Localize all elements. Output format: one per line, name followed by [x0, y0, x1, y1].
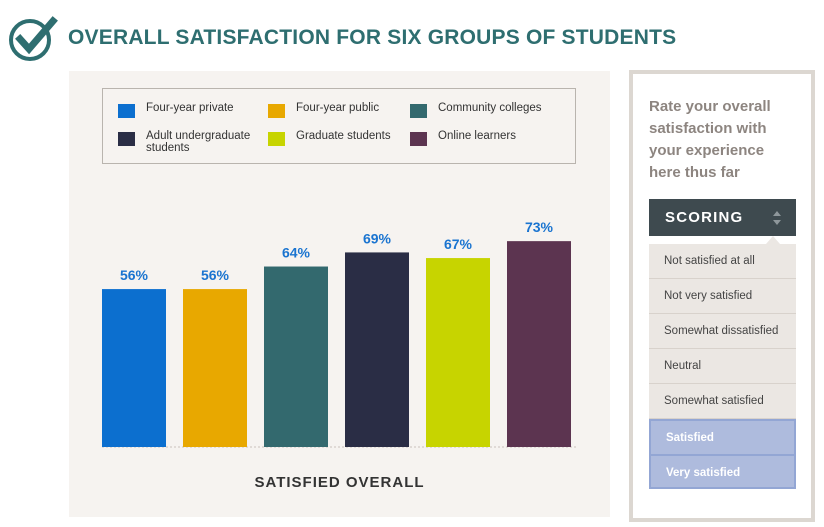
bar-community-colleges	[264, 266, 328, 447]
bar-graduate-students	[426, 258, 490, 447]
legend-swatch	[118, 104, 135, 118]
bar-value-label: 67%	[444, 236, 473, 252]
scoring-label: SCORING	[665, 209, 744, 226]
sort-arrows-icon	[773, 211, 781, 225]
bar-value-label: 73%	[525, 219, 554, 235]
legend-swatch	[268, 104, 285, 118]
legend-label: Adult undergraduate students	[146, 130, 251, 154]
option-neutral[interactable]: Neutral	[649, 349, 796, 384]
legend-label: Graduate students	[296, 130, 391, 142]
legend-label: Community colleges	[438, 102, 542, 114]
legend-item-adult-undergraduate: Adult undergraduate students	[118, 130, 264, 154]
bar-chart: 56% 56% 64% 69% 67% 73%	[102, 219, 577, 448]
legend-swatch	[268, 132, 285, 146]
check-circle-icon	[9, 16, 58, 61]
bar-value-label: 69%	[363, 230, 392, 246]
chart-legend: Four-year private Four-year public Commu…	[102, 88, 576, 164]
x-axis-label: SATISFIED OVERALL	[254, 474, 425, 491]
legend-label: Online learners	[438, 130, 516, 142]
legend-label: Four-year public	[296, 102, 380, 114]
legend-item-four-year-private: Four-year private	[118, 102, 266, 118]
legend-item-community-colleges: Community colleges	[410, 102, 558, 118]
legend-swatch	[118, 132, 135, 146]
bar-value-label: 64%	[282, 245, 311, 261]
rating-panel: Rate your overall satisfaction with your…	[629, 70, 815, 522]
chart-panel: Four-year private Four-year public Commu…	[69, 71, 610, 517]
legend-item-four-year-public: Four-year public	[268, 102, 416, 118]
bar-four-year-public	[183, 289, 247, 447]
option-somewhat-dissatisfied[interactable]: Somewhat dissatisfied	[649, 314, 796, 349]
scoring-options-list: Not satisfied at all Not very satisfied …	[649, 244, 796, 489]
page-title: OVERALL SATISFACTION FOR SIX GROUPS OF S…	[68, 26, 677, 49]
option-satisfied[interactable]: Satisfied	[649, 419, 796, 454]
bar-value-label: 56%	[120, 267, 149, 283]
scoring-dropdown[interactable]: SCORING	[649, 199, 796, 236]
option-very-satisfied[interactable]: Very satisfied	[649, 454, 796, 489]
option-not-satisfied-at-all[interactable]: Not satisfied at all	[649, 244, 796, 279]
dropdown-pointer	[766, 236, 780, 244]
bar-value-label: 56%	[201, 267, 230, 283]
option-not-very-satisfied[interactable]: Not very satisfied	[649, 279, 796, 314]
option-somewhat-satisfied[interactable]: Somewhat satisfied	[649, 384, 796, 419]
legend-item-online-learners: Online learners	[410, 130, 558, 146]
legend-swatch	[410, 104, 427, 118]
legend-item-graduate-students: Graduate students	[268, 130, 416, 146]
legend-swatch	[410, 132, 427, 146]
bar-four-year-private	[102, 289, 166, 447]
bar-online-learners	[507, 241, 571, 447]
bar-adult-undergraduate	[345, 252, 409, 447]
rating-prompt: Rate your overall satisfaction with your…	[649, 98, 771, 181]
legend-label: Four-year private	[146, 102, 234, 114]
